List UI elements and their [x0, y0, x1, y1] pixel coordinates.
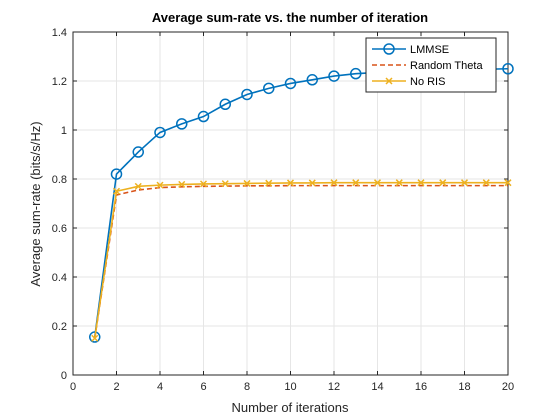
y-tick-label: 1.4: [52, 27, 67, 39]
x-tick-label: 12: [328, 381, 340, 393]
data-point: [132, 146, 144, 158]
legend-label: LMMSE: [410, 44, 449, 56]
data-point: [350, 67, 362, 80]
data-point: [460, 179, 469, 187]
y-tick-label: 0.8: [52, 174, 67, 186]
x-tick-label: 8: [244, 381, 250, 393]
data-point: [373, 179, 382, 187]
data-point: [156, 181, 164, 189]
series-line: [93, 181, 508, 339]
data-point: [176, 118, 188, 130]
data-point: [199, 180, 208, 188]
legend: LMMSE Random Theta No RIS: [365, 37, 497, 93]
data-point: [504, 179, 512, 187]
data-point: [219, 98, 231, 111]
y-tick-label: 0: [61, 370, 67, 382]
axis-ticks: 0 2 4 6 8 10 12 14 16 18 20 0 0.2 0.4 0.6 0.8 1 1.2 1.4: [52, 27, 514, 393]
data-point: [221, 180, 229, 188]
data-point: [134, 182, 142, 190]
legend-label: No RIS: [410, 76, 445, 88]
data-point: [328, 70, 340, 82]
x-tick-label: 16: [415, 381, 427, 393]
data-point: [502, 63, 514, 75]
y-tick-label: 1.2: [52, 76, 67, 88]
legend-label: Random Theta: [410, 60, 483, 72]
x-axis-label: Number of iterations: [231, 400, 349, 415]
x-tick-label: 6: [200, 381, 206, 393]
series-layer: [89, 63, 514, 343]
data-point: [263, 82, 275, 95]
data-point: [383, 43, 395, 55]
data-point: [91, 334, 99, 342]
data-point: [395, 179, 403, 187]
x-tick-label: 14: [371, 381, 383, 393]
series-line: [93, 184, 508, 339]
y-tick-label: 0.2: [52, 321, 67, 333]
data-point: [352, 179, 360, 187]
data-point: [265, 179, 273, 187]
chart-title: Average sum-rate vs. the number of itera…: [152, 10, 428, 25]
data-point: [197, 110, 210, 123]
legend-item: No RIS: [372, 76, 445, 88]
data-point: [89, 331, 101, 343]
data-point: [385, 77, 393, 85]
y-tick-label: 1: [61, 125, 67, 137]
x-tick-label: 0: [70, 381, 76, 393]
y-tick-label: 0.4: [52, 272, 67, 284]
x-tick-label: 18: [458, 381, 470, 393]
series-no-ris: [91, 179, 512, 342]
data-point: [154, 126, 166, 139]
series-line: [93, 67, 509, 338]
data-point: [306, 74, 318, 86]
x-tick-label: 4: [157, 381, 163, 393]
legend-item: Random Theta: [372, 60, 483, 72]
data-point: [178, 180, 186, 188]
series-random-theta: [93, 184, 508, 339]
data-point: [330, 179, 338, 187]
data-point: [308, 179, 316, 187]
data-point: [284, 77, 297, 90]
x-tick-label: 20: [502, 381, 514, 393]
data-point: [243, 179, 251, 187]
x-tick-label: 10: [284, 381, 296, 393]
data-point: [439, 179, 447, 187]
data-point: [241, 88, 253, 101]
data-point: [417, 179, 425, 187]
data-point: [286, 179, 295, 187]
y-axis-label: Average sum-rate (bits/s/Hz): [28, 121, 43, 286]
legend-item: LMMSE: [372, 43, 449, 56]
y-tick-label: 0.6: [52, 223, 67, 235]
data-point: [482, 179, 490, 187]
data-point: [110, 168, 123, 180]
series-lmmse: [89, 63, 514, 343]
data-point: [112, 187, 121, 195]
x-tick-label: 2: [113, 381, 119, 393]
